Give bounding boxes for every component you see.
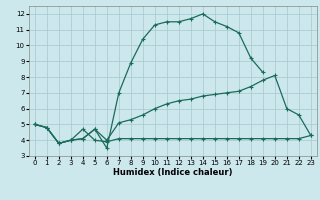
X-axis label: Humidex (Indice chaleur): Humidex (Indice chaleur) — [113, 168, 233, 177]
